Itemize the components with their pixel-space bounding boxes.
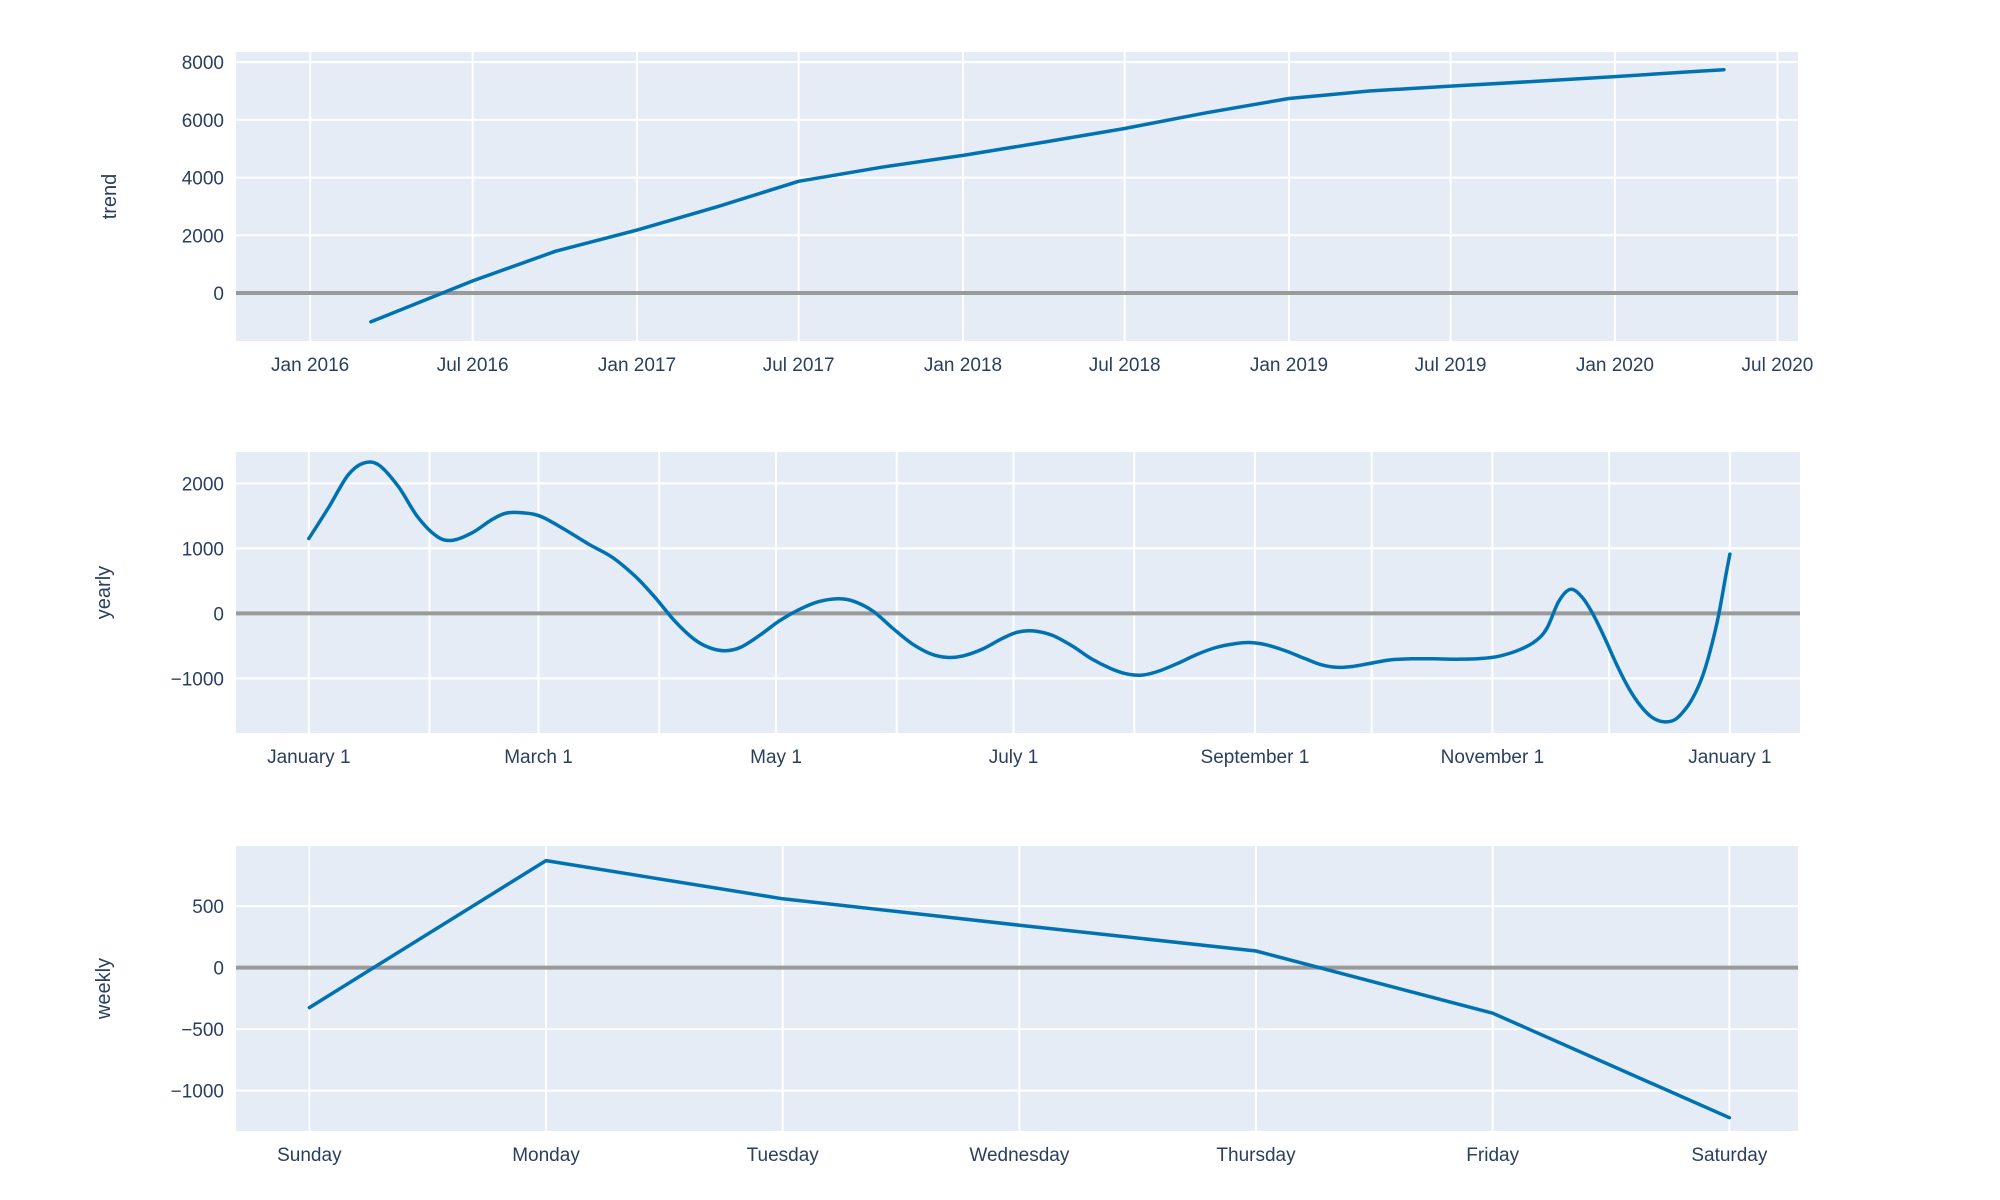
yearly-y-tick-label: 2000 [182,474,224,495]
weekly-x-tick-label: Saturday [1691,1145,1768,1166]
yearly-x-tick-label: January 1 [1688,747,1771,768]
weekly-y-tick-label: −500 [181,1020,224,1041]
trend-x-tick-label: Jul 2016 [437,355,509,376]
trend-y-axis-title: trend [99,174,121,220]
weekly-x-tick-label: Tuesday [747,1145,820,1166]
yearly-y-tick-label: 0 [213,604,224,625]
trend-y-tick-label: 8000 [182,53,224,74]
trend-y-tick-label: 4000 [182,169,224,190]
trend-series-line [369,67,1726,324]
trend-y-tick-label: 0 [213,284,224,305]
weekly-chart: Sunday Monday Tuesday Wednesday Thursday Frid… [93,846,1798,1166]
weekly-y-axis-title: weekly [93,958,115,1020]
yearly-x-tick-label: July 1 [989,747,1039,768]
weekly-y-tick-label: −1000 [171,1082,224,1103]
yearly-series-line [307,460,1732,724]
yearly-y-tick-label: 1000 [182,539,224,560]
weekly-x-tick-label: Monday [512,1145,580,1166]
trend-x-tick-label: Jul 2017 [763,355,835,376]
yearly-x-tick-label: November 1 [1441,747,1545,768]
trend-y-tick-label: 6000 [182,111,224,132]
weekly-x-tick-label: Sunday [277,1145,342,1166]
trend-x-tick-label: Jul 2019 [1415,355,1487,376]
weekly-x-tick-label: Thursday [1216,1145,1296,1166]
trend-x-tick-label: Jan 2019 [1250,355,1328,376]
trend-x-tick-label: Jan 2017 [598,355,676,376]
trend-x-tick-label: Jan 2020 [1576,355,1654,376]
weekly-y-tick-label: 0 [213,959,224,980]
weekly-plot-area[interactable] [236,846,1798,1131]
yearly-y-tick-label: −1000 [171,669,224,690]
trend-x-tick-label: Jan 2016 [271,355,349,376]
yearly-plot-area[interactable] [236,452,1800,733]
weekly-x-tick-label: Friday [1466,1145,1519,1166]
yearly-y-axis-title: yearly [93,566,115,619]
yearly-x-tick-label: September 1 [1201,747,1310,768]
trend-x-tick-label: Jul 2020 [1742,355,1814,376]
trend-x-tick-label: Jan 2018 [924,355,1002,376]
trend-y-tick-label: 2000 [182,226,224,247]
trend-plot-area[interactable] [236,52,1798,341]
weekly-series-line [307,858,1732,1120]
weekly-x-tick-label: Wednesday [969,1145,1069,1166]
yearly-x-tick-label: March 1 [504,747,573,768]
yearly-x-tick-label: January 1 [267,747,350,768]
weekly-y-tick-label: 500 [192,897,224,918]
yearly-x-tick-label: May 1 [750,747,802,768]
trend-chart: Jan 2016 Jul 2016 Jan 2017 Jul 2017 Jan 2018… [99,52,1813,376]
yearly-chart: January 1 March 1 May 1 July 1 September 1 No… [93,452,1800,768]
trend-x-tick-label: Jul 2018 [1089,355,1161,376]
